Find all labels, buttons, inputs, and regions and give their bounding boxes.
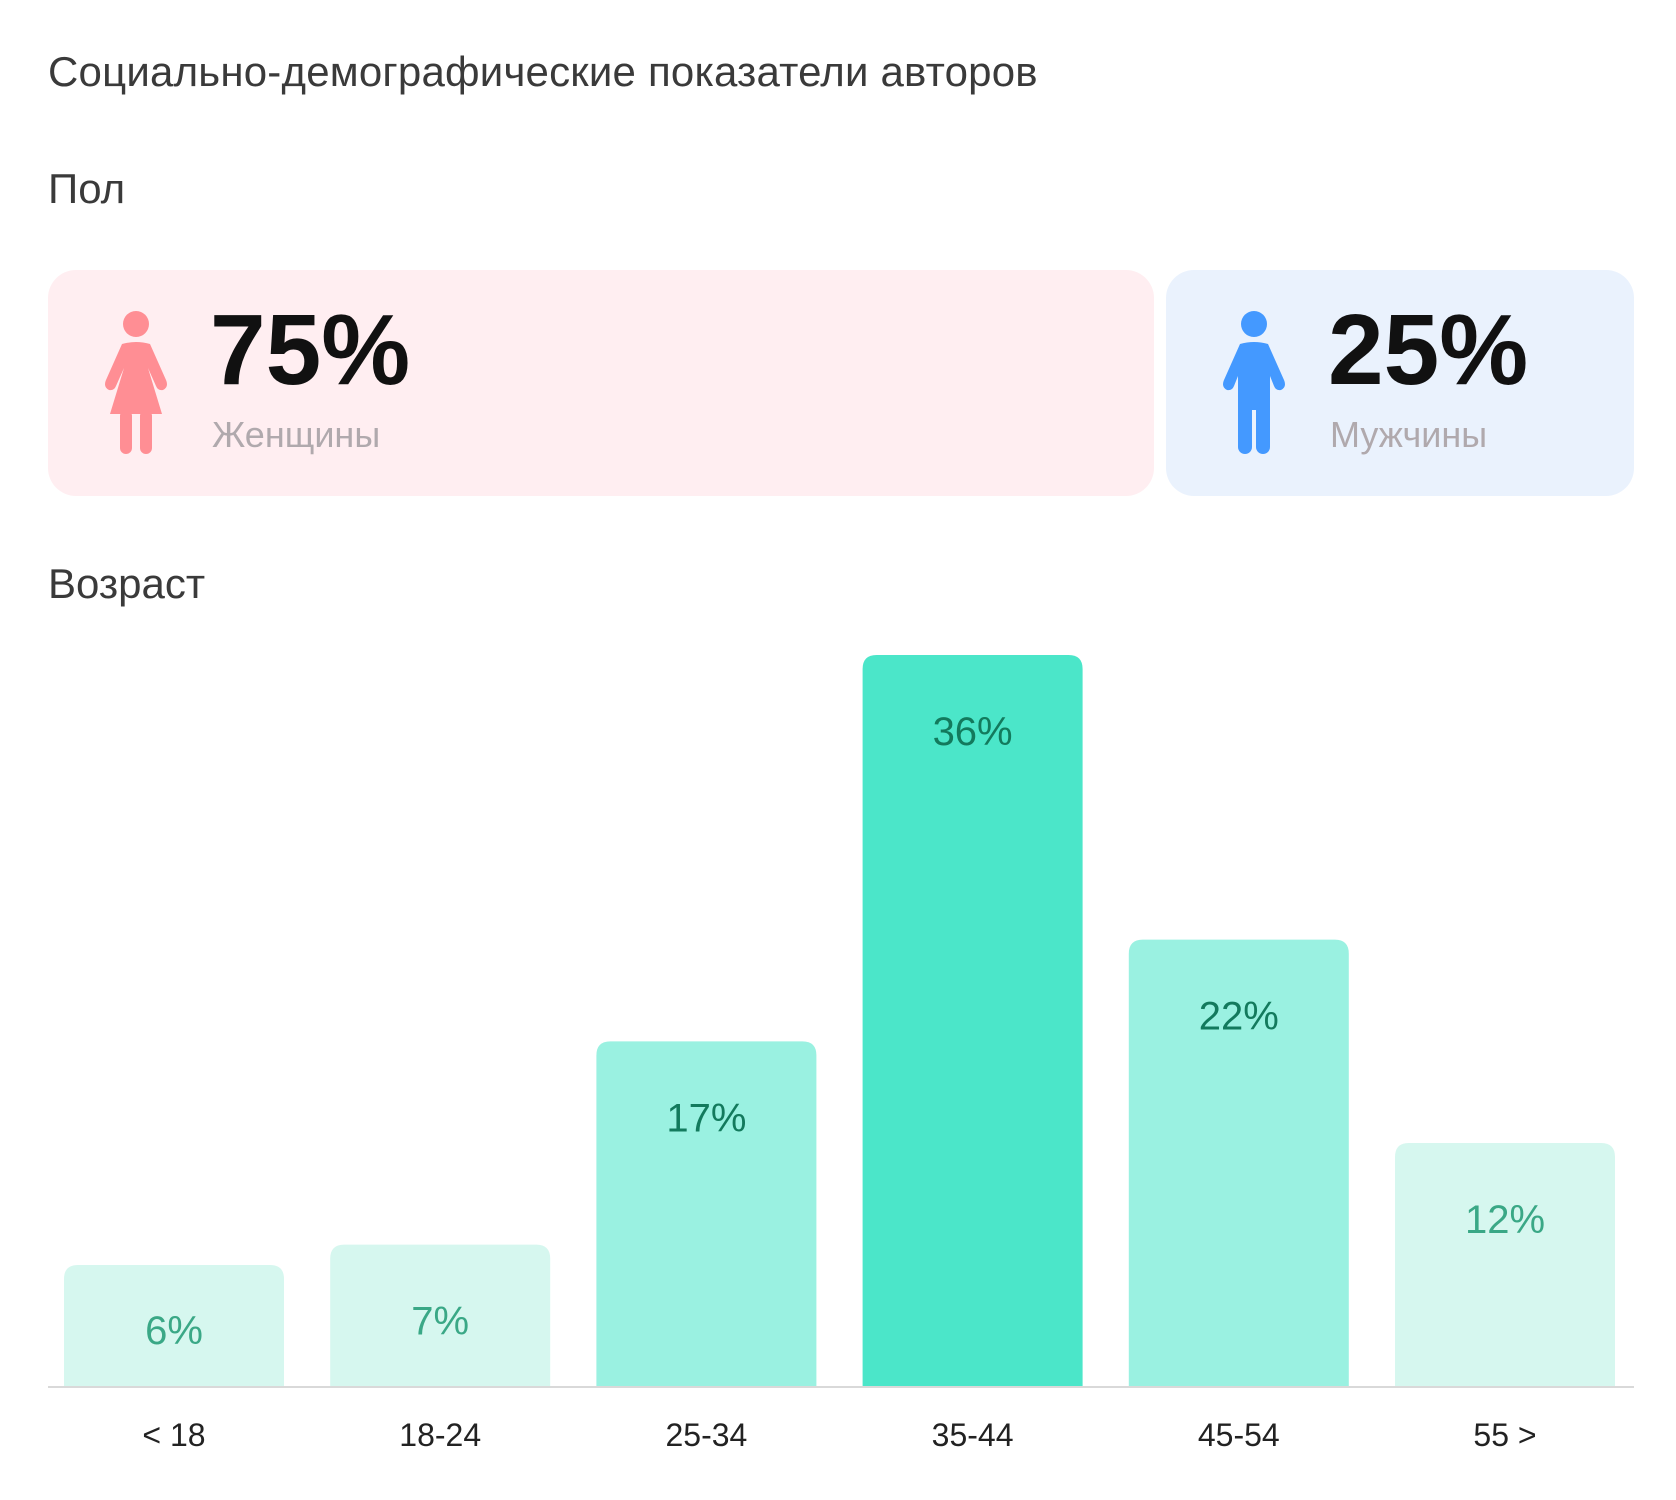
male-share-label: Мужчины bbox=[1330, 414, 1488, 455]
female-share-value: 75% bbox=[210, 294, 411, 406]
age-category-tick-label: 55 > bbox=[1473, 1417, 1536, 1453]
age-bar-2 bbox=[596, 1041, 817, 1387]
age-bar-value-label: 22% bbox=[1199, 995, 1279, 1039]
age-bar-0 bbox=[64, 1265, 284, 1387]
age-bar-value-label: 36% bbox=[933, 710, 1013, 754]
age-bar-value-label: 7% bbox=[411, 1300, 469, 1344]
age-category-tick-label: 18-24 bbox=[399, 1417, 481, 1453]
age-bar-value-label: 12% bbox=[1465, 1198, 1545, 1242]
age-bar-5 bbox=[1395, 1143, 1615, 1387]
gender-section-title: Пол bbox=[48, 165, 126, 212]
age-category-tick-label: 25-34 bbox=[665, 1417, 747, 1453]
age-bar-value-label: 6% bbox=[145, 1309, 203, 1353]
male-share-card: 25% Мужчины bbox=[1166, 270, 1634, 496]
female-share-label: Женщины bbox=[212, 414, 381, 455]
age-bar-3 bbox=[862, 655, 1083, 1387]
female-share-card: 75% Женщины bbox=[48, 270, 1154, 496]
age-bar-4 bbox=[1128, 939, 1349, 1387]
page-title: Социально-демографические показатели авт… bbox=[48, 48, 1038, 95]
age-section-title: Возраст bbox=[48, 560, 206, 607]
female-person-icon bbox=[105, 311, 167, 454]
age-category-tick-label: 45-54 bbox=[1198, 1417, 1280, 1453]
male-person-icon bbox=[1223, 311, 1285, 454]
age-category-tick-label: < 18 bbox=[142, 1417, 205, 1453]
age-bar-1 bbox=[330, 1244, 551, 1387]
age-category-tick-label: 35-44 bbox=[932, 1417, 1014, 1453]
male-share-value: 25% bbox=[1328, 294, 1529, 406]
age-bar-value-label: 17% bbox=[666, 1096, 746, 1140]
